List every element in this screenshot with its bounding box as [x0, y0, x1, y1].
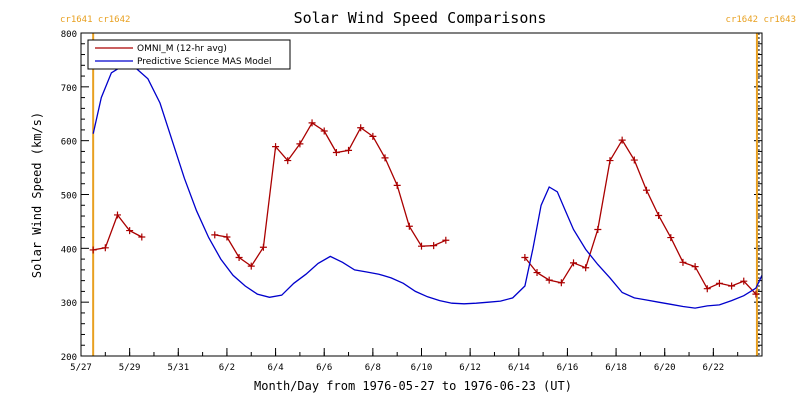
data-point: [259, 243, 267, 251]
x-tick-label: 5/29: [119, 363, 141, 373]
x-tick-label: 6/6: [316, 363, 332, 373]
x-tick-label: 6/8: [365, 363, 381, 373]
data-point: [101, 244, 109, 252]
x-tick-label: 6/20: [654, 363, 676, 373]
y-tick-label: 500: [61, 192, 77, 202]
x-axis-label: Month/Day from 1976-05-27 to 1976-06-23 …: [254, 379, 572, 393]
x-tick-label: 6/2: [219, 363, 235, 373]
data-point: [126, 227, 134, 235]
data-point: [235, 253, 243, 261]
x-tick-label: 6/18: [605, 363, 627, 373]
x-axis-ticks: 5/27 5/29 5/31 6/2 6/4 6/6 6/8 6/10 6/12 6/14 6/16…: [70, 348, 739, 373]
series-omni: [89, 119, 760, 298]
rotation-markers: cr1641 cr1642 cr1642 cr1643: [60, 15, 796, 356]
y-tick-label: 700: [61, 84, 77, 94]
series-line: [524, 138, 757, 295]
data-point: [247, 262, 255, 270]
series-mas-model: [92, 64, 763, 309]
data-point: [381, 154, 389, 162]
data-point: [369, 132, 377, 140]
data-point: [308, 119, 316, 127]
data-point: [272, 143, 280, 151]
data-point: [284, 157, 292, 165]
data-point: [545, 276, 553, 284]
plot-series: [89, 64, 763, 309]
plot-frame: [80, 32, 763, 357]
rotation-marker-label: cr1642 cr1643: [726, 15, 796, 25]
data-point: [570, 259, 578, 267]
data-point: [393, 181, 401, 189]
x-tick-label: 5/31: [167, 363, 189, 373]
x-tick-label: 6/4: [267, 363, 283, 373]
data-point: [594, 225, 602, 233]
data-point: [740, 277, 748, 285]
data-point: [655, 211, 663, 219]
y-tick-label: 600: [61, 138, 77, 148]
data-point: [442, 236, 450, 244]
legend-label-mas-model: Predictive Science MAS Model: [137, 57, 272, 67]
x-tick-label: 6/10: [411, 363, 433, 373]
data-point: [582, 264, 590, 272]
data-point: [630, 156, 638, 164]
data-point: [113, 211, 121, 219]
data-point: [345, 146, 353, 154]
data-point: [715, 279, 723, 287]
rotation-marker-label: cr1641 cr1642: [60, 15, 130, 25]
x-tick-label: 5/27: [70, 363, 92, 373]
data-point: [357, 124, 365, 132]
legend: OMNI_M (12-hr avg) Predictive Science MA…: [87, 39, 291, 70]
data-point: [223, 233, 231, 241]
y-tick-label: 300: [61, 299, 77, 309]
data-point: [557, 279, 565, 287]
data-point: [752, 290, 760, 298]
y-tick-label: 200: [61, 353, 77, 363]
data-point: [703, 285, 711, 293]
chart-title: Solar Wind Speed Comparisons: [294, 9, 547, 27]
data-point: [667, 234, 675, 242]
x-tick-label: 6/12: [459, 363, 481, 373]
data-point: [642, 186, 650, 194]
data-point: [606, 157, 614, 165]
data-point: [211, 231, 219, 239]
data-point: [405, 222, 413, 230]
data-point: [418, 242, 425, 250]
x-tick-label: 6/14: [508, 363, 530, 373]
data-point: [691, 263, 699, 271]
data-point: [430, 242, 438, 250]
data-point: [533, 269, 541, 277]
y-tick-label: 800: [61, 30, 77, 40]
series-line: [214, 121, 447, 268]
x-tick-label: 6/16: [557, 363, 579, 373]
data-point: [138, 233, 146, 241]
y-axis-label: Solar Wind Speed (km/s): [30, 112, 44, 278]
data-point: [618, 136, 626, 144]
series-line: [93, 213, 143, 251]
data-point: [89, 246, 97, 254]
data-point: [728, 282, 736, 290]
data-point: [320, 127, 328, 135]
legend-label-omni: OMNI_M (12-hr avg): [137, 44, 227, 54]
series-line: [92, 64, 763, 309]
x-tick-label: 6/22: [703, 363, 725, 373]
data-point: [332, 149, 340, 157]
y-axis-ticks: 200 300 400 500 600 700 800: [61, 30, 762, 363]
legend-box: [87, 39, 291, 70]
y-tick-label: 400: [61, 245, 77, 255]
data-point: [521, 253, 529, 261]
data-point: [296, 140, 304, 148]
data-point: [679, 258, 687, 266]
